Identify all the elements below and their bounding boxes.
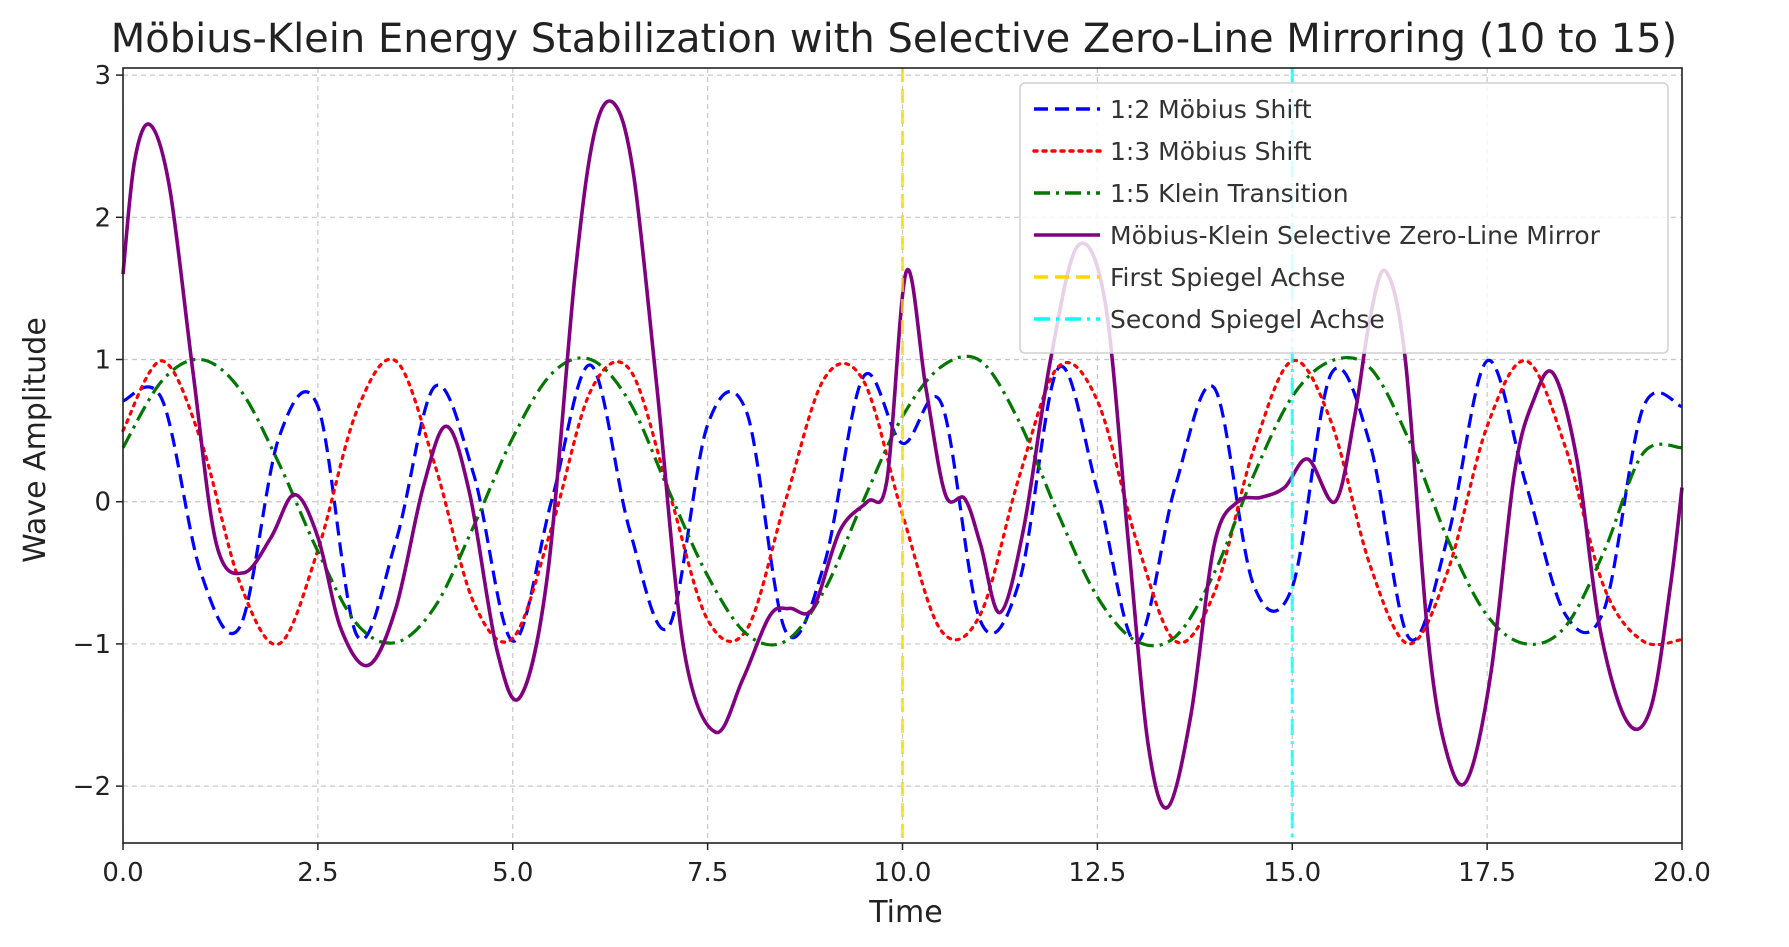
legend-label: 1:2 Möbius Shift (1110, 95, 1312, 124)
y-tick-label: 0 (94, 488, 111, 518)
legend-label: Möbius-Klein Selective Zero-Line Mirror (1110, 221, 1601, 250)
y-axis-label: Wave Amplitude (18, 317, 53, 563)
x-tick-label: 20.0 (1653, 858, 1711, 888)
x-tick-label: 0.0 (102, 858, 143, 888)
y-tick-label: 1 (94, 346, 111, 376)
y-tick-label: −1 (73, 630, 111, 660)
legend-label: 1:5 Klein Transition (1110, 179, 1349, 208)
y-tick-label: −2 (73, 772, 111, 802)
legend-label: First Spiegel Achse (1110, 263, 1345, 292)
x-tick-label: 2.5 (297, 858, 338, 888)
y-tick-label: 3 (94, 61, 111, 91)
legend-label: 1:3 Möbius Shift (1110, 137, 1312, 166)
x-tick-label: 15.0 (1263, 858, 1321, 888)
series-line-4 (121, 99, 1684, 810)
legend: 1:2 Möbius Shift 1:3 Möbius Shift 1:5 Klei… (1019, 82, 1669, 354)
chart-title: Möbius-Klein Energy Stabilization with S… (111, 16, 1678, 62)
y-tick-label: 2 (94, 203, 111, 233)
series-line-3 (121, 354, 1683, 648)
x-tick-label: 7.5 (687, 858, 728, 888)
legend-box (1019, 82, 1669, 354)
x-tick-label: 10.0 (874, 858, 932, 888)
x-axis-label: Time (868, 895, 942, 930)
x-tick-label: 12.5 (1068, 858, 1126, 888)
legend-label: Second Spiegel Achse (1110, 305, 1385, 334)
x-tick-label: 17.5 (1458, 858, 1516, 888)
axis-ticks: 0.0 2.5 5.0 7.5 10.0 12.5 15.0 17.5 20.0 −2 −1 0 1 2 3 (73, 61, 1711, 888)
series-line-1 (122, 359, 1683, 645)
x-tick-label: 5.0 (492, 858, 533, 888)
